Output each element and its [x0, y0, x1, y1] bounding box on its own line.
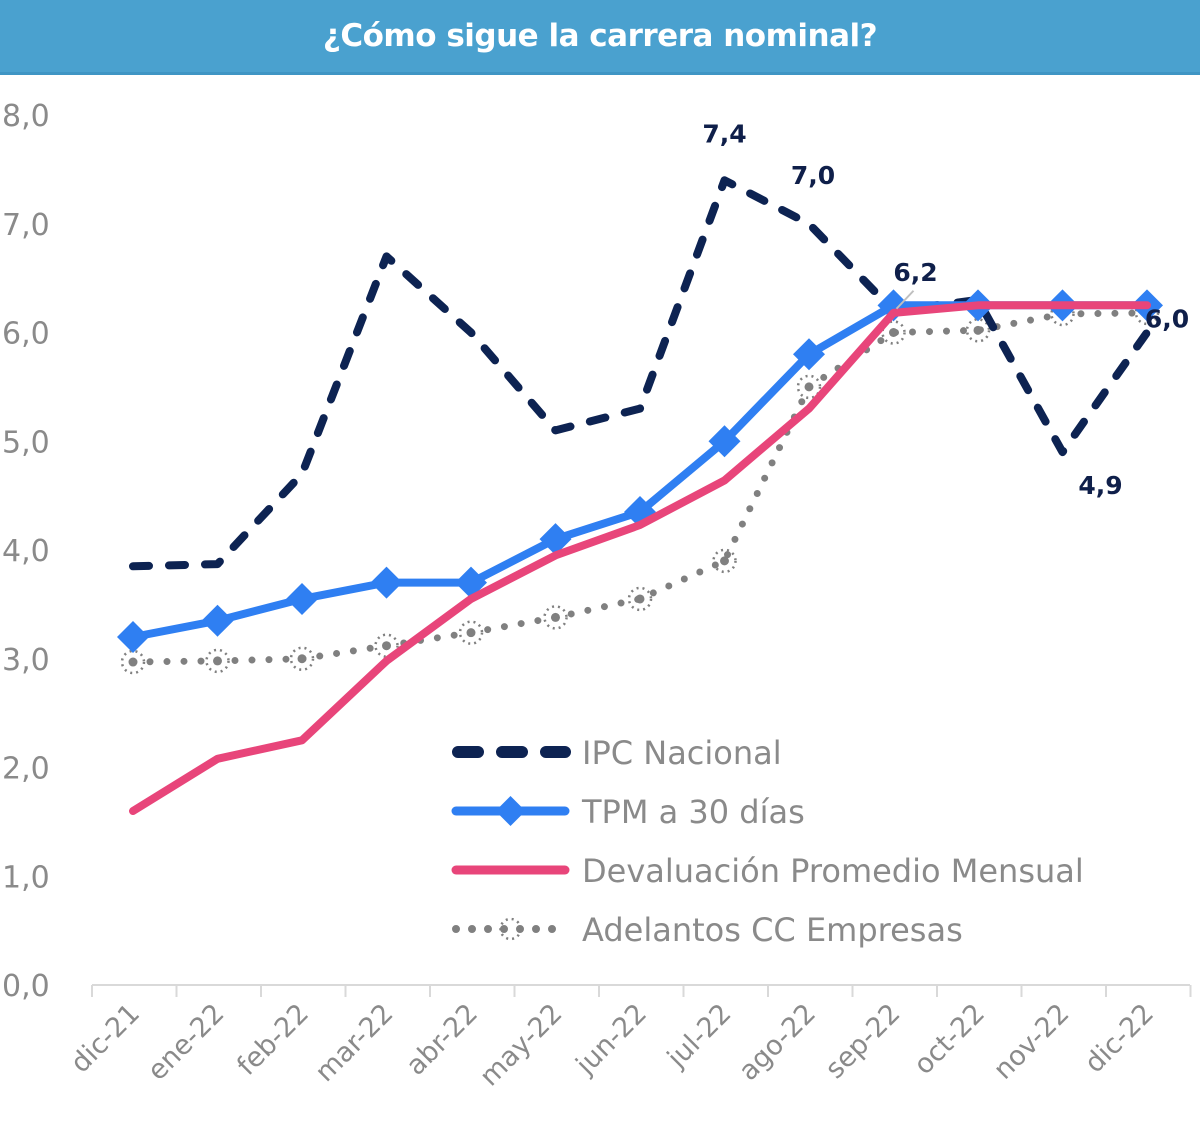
legend: IPC Nacional TPM a 30 días Devaluación Pro…	[451, 734, 1084, 949]
x-tick-label: dic-21	[65, 998, 146, 1079]
legend-item: TPM a 30 días	[451, 793, 805, 831]
adelantos-marker	[965, 318, 991, 343]
legend-label: Devaluación Promedio Mensual	[582, 852, 1084, 890]
tpm-diamond-marker	[708, 425, 741, 458]
tpm-diamond-marker	[286, 582, 318, 615]
adelantos-marker-center	[382, 641, 391, 651]
adelantos-marker	[120, 649, 146, 675]
chart-title: ¿Cómo sigue la carrera nominal?	[322, 18, 878, 54]
series-layer	[117, 176, 1163, 815]
y-tick-label: 3,0	[2, 643, 50, 678]
y-tick-label: 1,0	[2, 860, 50, 895]
legend-diamond-marker	[495, 796, 526, 826]
data-label: 6,2	[893, 258, 937, 287]
adelantos-marker-center	[720, 556, 729, 566]
x-tick-label: may-22	[474, 998, 568, 1092]
adelantos-marker	[458, 620, 484, 645]
tpm-diamond-marker	[370, 566, 403, 599]
legend-item: IPC Nacional	[452, 734, 782, 772]
adelantos-marker	[712, 548, 737, 574]
x-tick-label: ene-22	[142, 998, 231, 1087]
legend-label: IPC Nacional	[582, 734, 782, 772]
adelantos-marker	[205, 648, 230, 674]
legend-item: Adelantos CC Empresas	[452, 911, 963, 949]
leader-line	[895, 290, 915, 310]
adelantos-marker	[796, 374, 822, 400]
x-tick-label: nov-22	[988, 998, 1076, 1086]
y-tick-label: 0,0	[2, 969, 50, 1004]
y-tick-label: 6,0	[2, 317, 50, 352]
chart-title-bar: ¿Cómo sigue la carrera nominal?	[0, 0, 1200, 75]
x-tick-label: jul-22	[661, 998, 738, 1075]
tpm-line	[132, 301, 1147, 641]
y-tick-label: 8,0	[2, 99, 50, 134]
x-tick-label: mar-22	[309, 998, 399, 1088]
x-tick-label: abr-22	[400, 998, 484, 1082]
x-tick-label: ago-22	[733, 998, 822, 1087]
y-tick-label: 5,0	[2, 425, 50, 460]
tpm-diamond-marker	[117, 621, 149, 653]
adelantos-marker-center	[635, 594, 645, 604]
adelantos-marker-center	[213, 656, 222, 666]
adelantos-marker-center	[297, 654, 307, 664]
y-tick-label: 2,0	[2, 752, 50, 787]
legend-circle-marker	[499, 917, 522, 941]
adelantos-marker-center	[973, 325, 983, 335]
adelantos-marker-center	[128, 657, 138, 667]
adelantos-marker-center	[466, 628, 476, 638]
data-labels: 7,4 7,0 6,2 4,9 6,0	[702, 119, 1189, 500]
legend-item: Devaluación Promedio Mensual	[451, 852, 1084, 890]
y-tick-label: 7,0	[2, 208, 50, 243]
series-devaluacion-promedio-mensual	[129, 301, 1151, 815]
data-label: 6,0	[1145, 305, 1189, 334]
legend-label: TPM a 30 días	[581, 793, 805, 831]
adelantos-marker-center	[804, 382, 814, 392]
adelantos-marker	[374, 633, 399, 658]
adelantos-marker-center	[889, 328, 898, 337]
y-tick-label: 4,0	[2, 534, 50, 569]
adelantos-marker	[881, 320, 906, 345]
adelantos-marker-center	[551, 612, 560, 622]
series-adelantos-cc-empresas	[120, 300, 1160, 675]
x-tick-label: jun-22	[570, 998, 653, 1081]
x-tick-label: oct-22	[908, 998, 991, 1081]
data-label: 7,4	[702, 119, 746, 148]
y-axis: 0,0 1,0 2,0 3,0 4,0 5,0 6,0 7,0 8,0	[2, 99, 50, 1004]
data-label: 7,0	[791, 161, 835, 190]
legend-label: Adelantos CC Empresas	[582, 911, 963, 949]
x-tick-label: feb-22	[231, 998, 315, 1082]
tpm-diamond-marker	[201, 604, 234, 637]
adelantos-marker	[1134, 300, 1160, 326]
tpm-diamond-marker	[539, 523, 572, 556]
x-tick-label: sep-22	[820, 998, 907, 1085]
x-tick-label: dic-22	[1079, 998, 1160, 1079]
adelantos-marker	[1050, 301, 1075, 327]
tpm-diamond-marker	[793, 338, 825, 371]
data-label: 4,9	[1078, 471, 1122, 500]
adelantos-marker	[289, 646, 315, 671]
adelantos-marker	[543, 605, 568, 630]
adelantos-marker	[627, 586, 653, 612]
